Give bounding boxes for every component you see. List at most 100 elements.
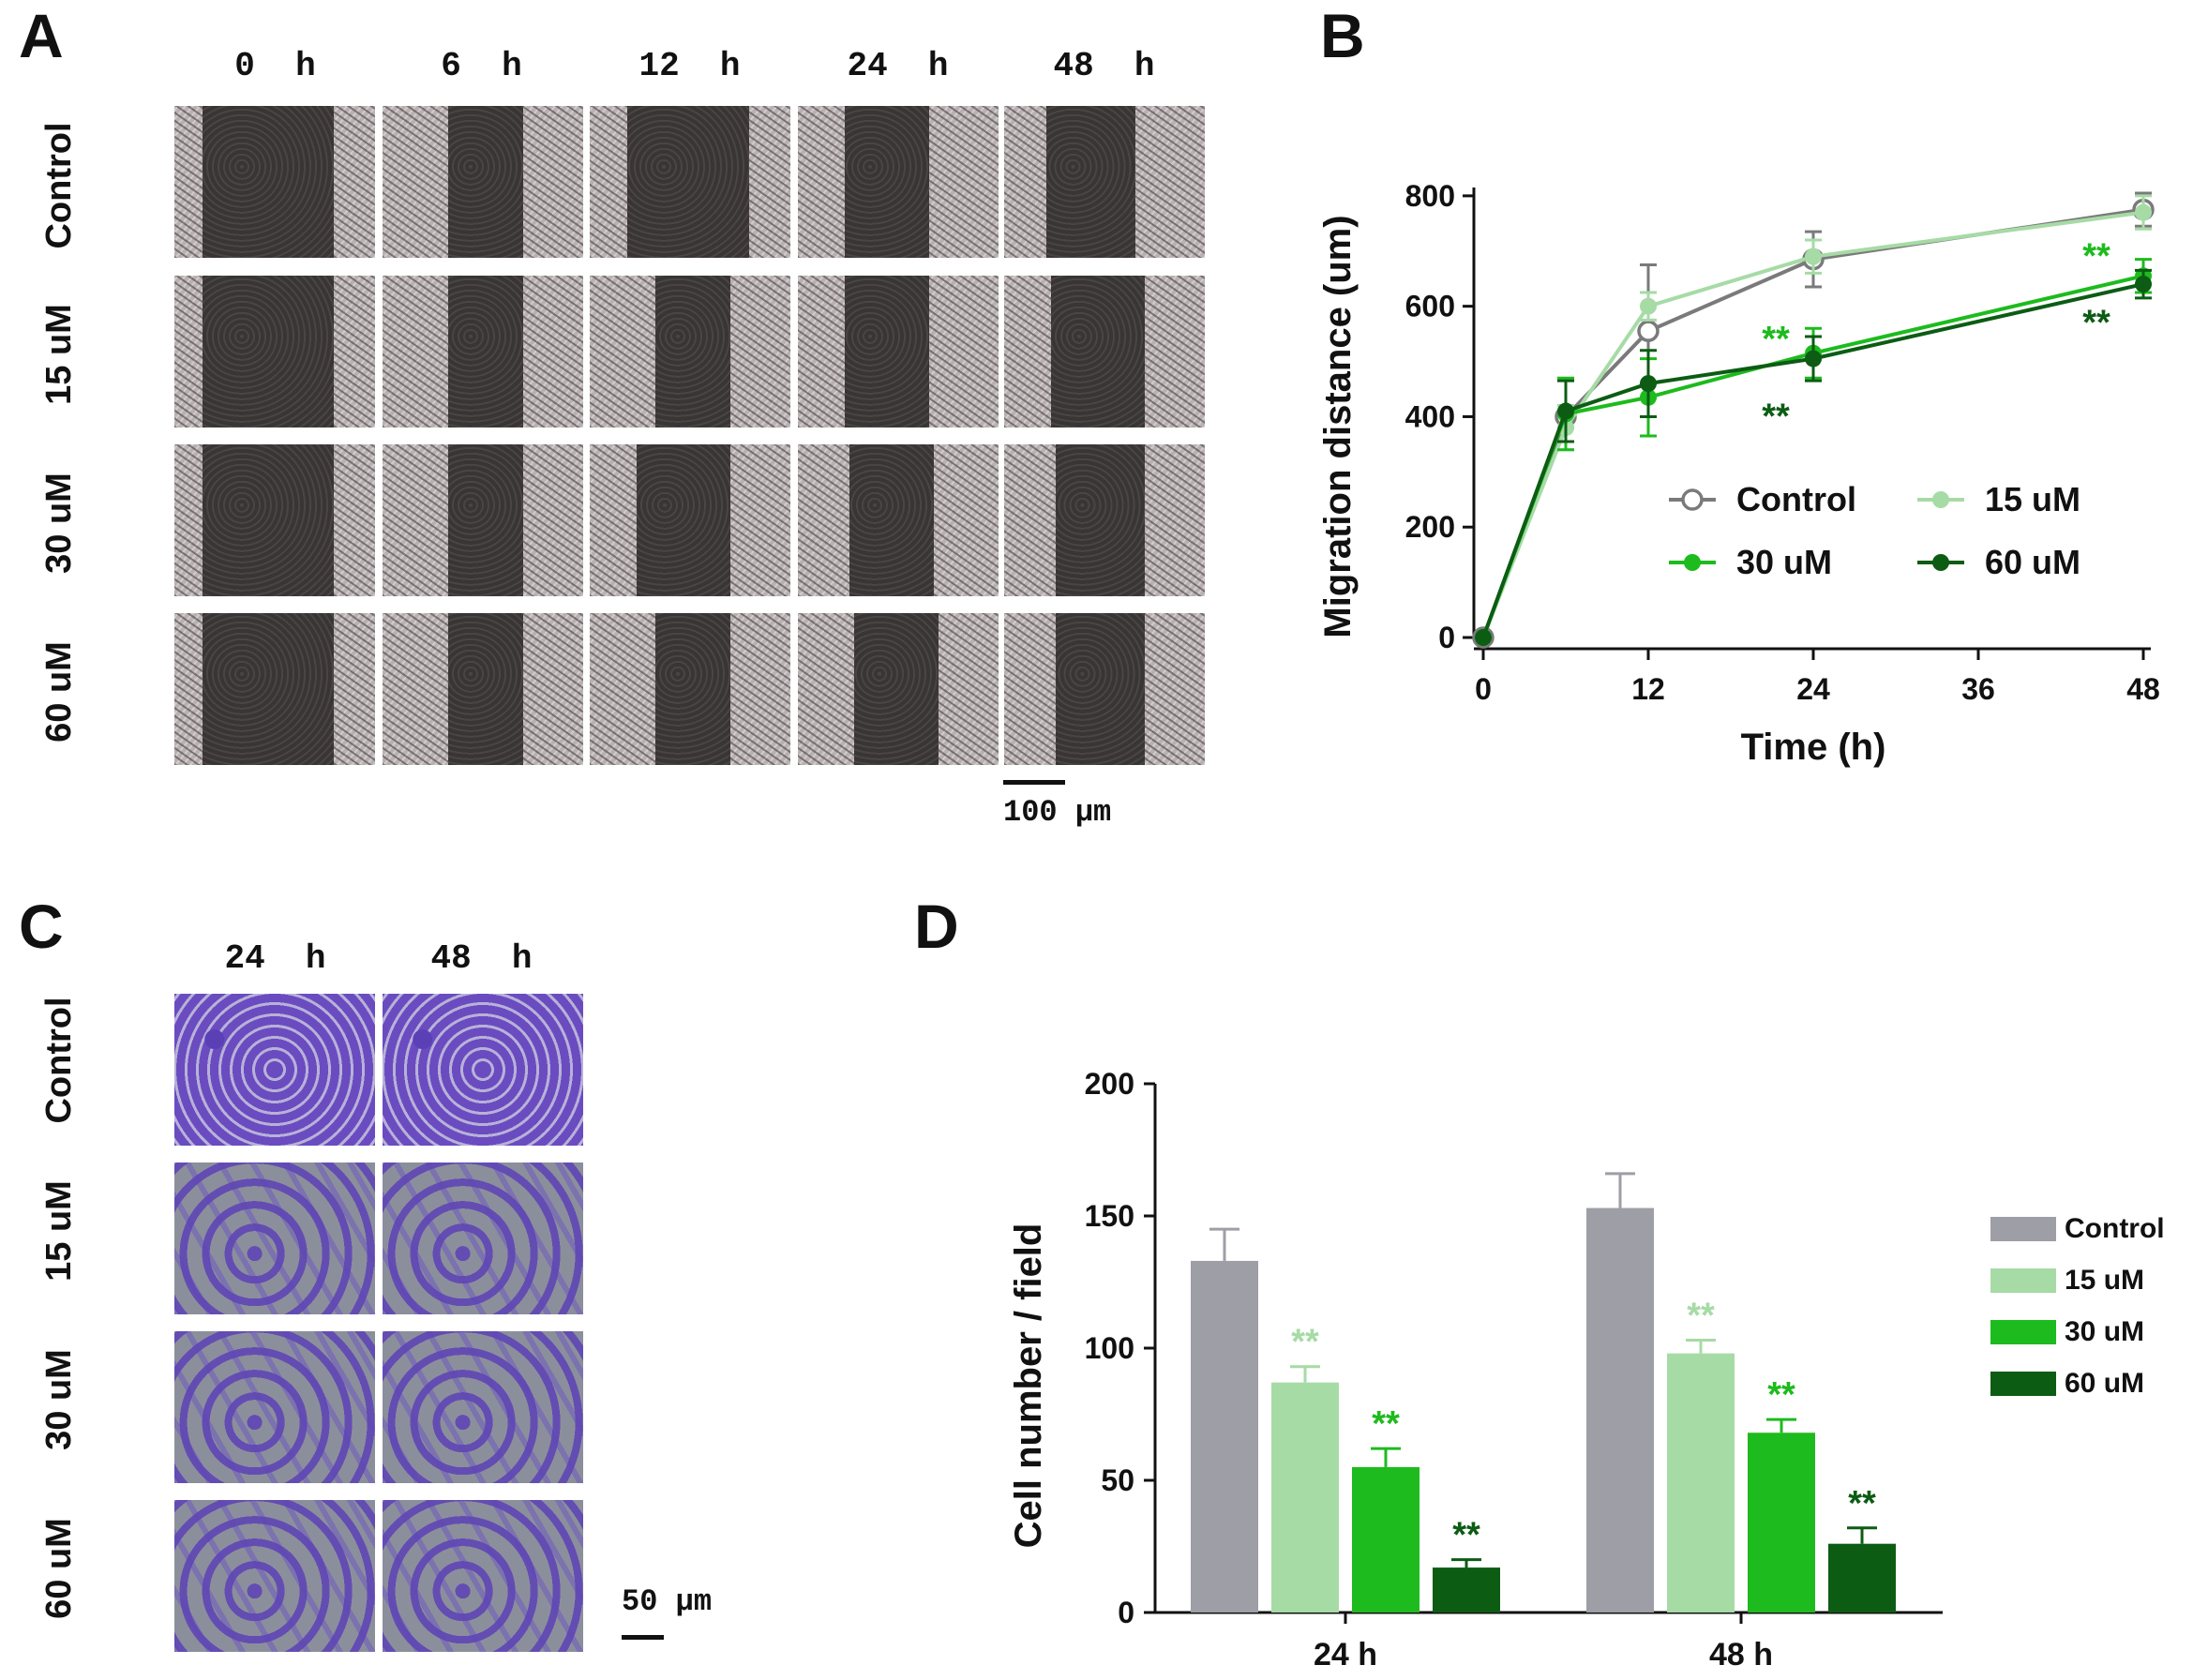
scratch-wound-area [854, 613, 939, 765]
panel-a-row-control: Control [39, 122, 79, 249]
x-tick-label: 48 [2126, 672, 2160, 706]
panel-a-micrograph [798, 106, 999, 258]
panel-c-row-15um: 15 uM [39, 1180, 79, 1282]
y-tick-label: 0 [1118, 1596, 1134, 1629]
panel-a-time-6h: 6 h [441, 47, 522, 85]
panel-a-scale-bar [1003, 780, 1065, 785]
panel-d-letter: D [914, 892, 959, 961]
panel-a-micrograph [1004, 106, 1205, 258]
significance-marker: ** [1452, 1516, 1480, 1555]
scratch-wound-area [655, 613, 730, 765]
legend-swatch [1990, 1372, 2056, 1396]
x-tick-label: 24 [1796, 672, 1830, 706]
panel-c-transwell-micrograph [383, 1162, 583, 1314]
legend-marker [1932, 491, 1949, 508]
scratch-wound-area [655, 276, 730, 428]
panel-a-row-30um: 30 uM [39, 472, 79, 574]
panel-a-micrograph [798, 276, 999, 428]
panel-a-row-15um: 15 uM [39, 304, 79, 405]
legend-swatch [1990, 1320, 2056, 1344]
panel-a-micrograph [590, 444, 790, 596]
x-axis-label: Time (h) [1741, 727, 1886, 768]
panel-a-time-48h: 48 h [1053, 47, 1155, 85]
panel-c-transwell-micrograph [383, 1500, 583, 1652]
scratch-wound-area [448, 444, 523, 596]
data-point [1805, 350, 1822, 368]
legend-label: 60 uM [2065, 1368, 2144, 1399]
panel-a-time-0h: 0 h [234, 47, 316, 85]
panel-c-row-30um: 30 uM [39, 1349, 79, 1450]
scratch-wound-area [203, 276, 334, 428]
panel-a-micrograph [174, 106, 375, 258]
y-tick-label: 200 [1085, 1067, 1134, 1101]
panel-c-transwell-micrograph [174, 994, 375, 1146]
panel-a-micrograph [174, 276, 375, 428]
legend-label: 30 uM [1736, 543, 1832, 581]
y-tick-label: 800 [1405, 179, 1455, 213]
panel-a-micrograph [1004, 444, 1205, 596]
bar-60-um [1828, 1543, 1896, 1612]
data-point [1637, 320, 1660, 342]
panel-a-micrograph [1004, 276, 1205, 428]
y-tick-label: 100 [1085, 1331, 1134, 1365]
scratch-wound-area [1056, 444, 1145, 596]
panel-a-micrograph [798, 613, 999, 765]
panel-c-row-60um: 60 uM [39, 1518, 79, 1619]
bar-15-um [1667, 1353, 1735, 1612]
x-tick-label: 0 [1475, 672, 1492, 706]
scratch-wound-area [448, 106, 523, 258]
x-tick-label: 24 h [1314, 1637, 1377, 1672]
panel-c-scale-label: 50 μm [622, 1584, 713, 1619]
scratch-wound-area [627, 106, 749, 258]
x-tick-label: 48 h [1709, 1637, 1773, 1672]
y-tick-label: 0 [1438, 621, 1455, 654]
panel-a-micrograph [383, 276, 583, 428]
data-point [1640, 375, 1657, 393]
panel-a-micrograph [383, 106, 583, 258]
scratch-wound-area [448, 276, 523, 428]
significance-marker: ** [1291, 1323, 1319, 1362]
bar-30-um [1748, 1432, 1815, 1612]
legend-label: 30 uM [2065, 1316, 2144, 1347]
data-point [1805, 248, 1822, 265]
y-tick-label: 150 [1085, 1199, 1134, 1233]
panel-a-letter: A [19, 1, 64, 70]
legend-swatch [1990, 1268, 2056, 1293]
panel-d-bar-chart: 0 50 100 150 200 Cell number / field ** ** ** 24 … [1008, 1067, 2165, 1672]
y-axis-label: Migration distance (um) [1317, 215, 1359, 638]
y-tick-label: 600 [1405, 290, 1455, 323]
significance-marker: ** [1372, 1404, 1400, 1444]
scratch-wound-area [1051, 276, 1145, 428]
panel-a-micrograph [590, 276, 790, 428]
panel-a-micrograph [174, 613, 375, 765]
panel-c-transwell-micrograph [383, 994, 583, 1146]
panel-c-time-48h: 48 h [430, 939, 533, 978]
panel-a-micrograph [590, 613, 790, 765]
scratch-wound-area [448, 613, 523, 765]
bar-30-um [1352, 1466, 1419, 1612]
legend-swatch [1990, 1217, 2056, 1241]
panel-a-time-12h: 12 h [638, 47, 741, 85]
panel-c-scale-bar [622, 1635, 664, 1640]
panel-c-letter: C [19, 892, 64, 961]
significance-marker: ** [1762, 397, 1790, 436]
significance-marker: ** [1687, 1297, 1715, 1336]
significance-marker: ** [2082, 303, 2110, 342]
panel-b-letter: B [1320, 1, 1365, 70]
bar-control [1191, 1260, 1258, 1612]
x-tick-label: 12 [1631, 672, 1665, 706]
x-tick-label: 36 [1961, 672, 1995, 706]
y-axis-label: Cell number / field [1008, 1223, 1049, 1549]
bar-15-um [1271, 1382, 1339, 1612]
bar-control [1586, 1208, 1654, 1612]
y-tick-label: 50 [1101, 1463, 1134, 1497]
panel-c-time-24h: 24 h [224, 939, 326, 978]
data-point [2135, 203, 2152, 221]
data-point [2135, 276, 2152, 293]
legend-label: 60 uM [1985, 543, 2080, 581]
panel-a-micrograph [383, 613, 583, 765]
data-point [1640, 297, 1657, 315]
panel-a-micrograph [798, 444, 999, 596]
y-tick-label: 400 [1405, 399, 1455, 433]
legend-marker [1684, 554, 1701, 571]
